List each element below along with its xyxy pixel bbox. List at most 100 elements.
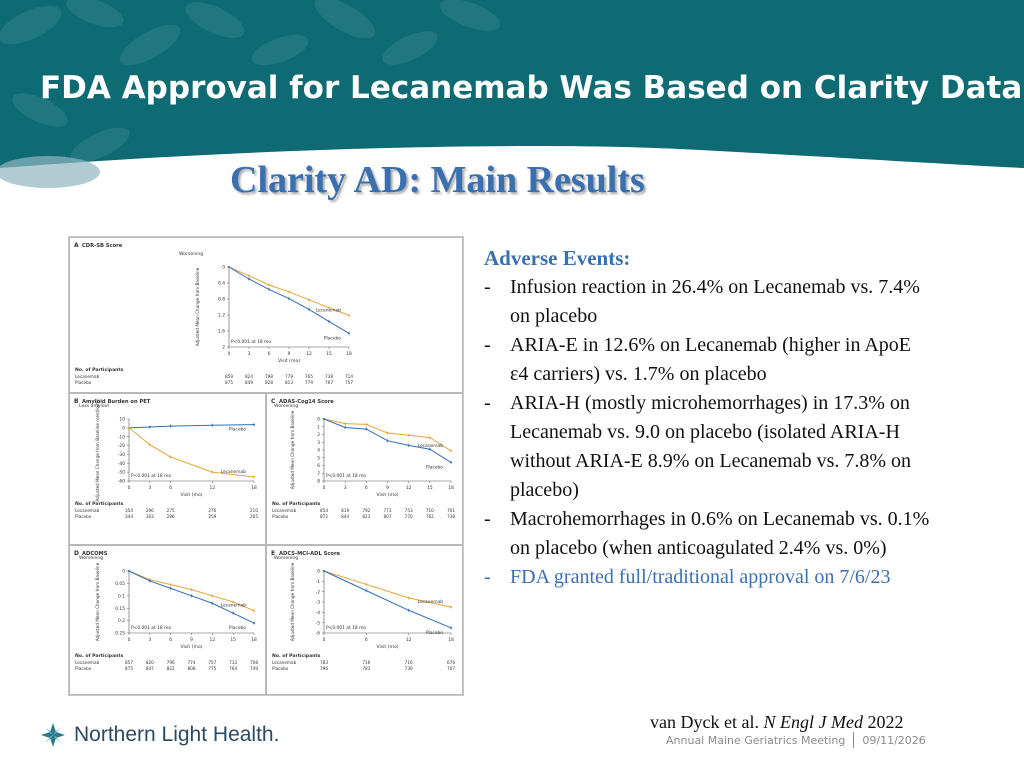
data-point-placebo xyxy=(323,418,325,420)
participants-row-name: Lecanemab xyxy=(75,374,100,379)
y-tick-label: 0 xyxy=(317,417,320,423)
participants-count: 716 xyxy=(362,660,370,665)
y-axis-label: Adjusted Mean Change from Baseline xyxy=(95,562,100,641)
y-tick-label: 0.2 xyxy=(118,618,125,624)
panel-title: ADCS-MCI-ADL Score xyxy=(279,551,341,557)
ae-item-text: ARIA-H (mostly microhemorrhages) in 17.3… xyxy=(510,392,912,501)
data-point-lecanemab xyxy=(128,426,130,429)
series-label-lecanemab: Lecanemab xyxy=(418,599,444,605)
bullet-dash: - xyxy=(484,334,491,356)
y-tick-label: -40 xyxy=(118,461,125,467)
y-tick-label: -3 xyxy=(316,600,321,606)
x-tick-label: 3 xyxy=(148,637,151,643)
y-tick-label: 0 xyxy=(122,425,125,431)
participants-count: 714 xyxy=(345,374,353,379)
y-tick-label: -6 xyxy=(316,631,321,637)
y-tick-label: -20 xyxy=(118,443,125,449)
participants-count: 770 xyxy=(405,514,413,519)
participants-count: 762 xyxy=(426,514,434,519)
p-value-annotation: P<0.001 at 18 mo xyxy=(326,625,366,631)
y-tick-label: 0.1 xyxy=(118,593,125,599)
x-tick-label: 6 xyxy=(169,637,172,643)
y-tick-label: -2 xyxy=(316,589,321,595)
x-tick-label: 0 xyxy=(228,351,231,357)
y-tick-label: 3 xyxy=(317,440,320,446)
footer-date: 09/11/2026 xyxy=(862,733,926,747)
participants-count: 757 xyxy=(345,380,353,385)
participants-count: 707 xyxy=(447,666,455,671)
footer-divider xyxy=(853,732,855,748)
x-tick-label: 18 xyxy=(346,351,352,357)
participants-row-name: Placebo xyxy=(272,666,289,671)
participants-row-name: Placebo xyxy=(75,380,92,385)
y-tick-label: 0.25 xyxy=(115,631,125,637)
y-tick-label: -1 xyxy=(316,579,321,585)
northern-light-logo: Northern Light Health. xyxy=(40,718,279,752)
y-tick-label: 1 xyxy=(317,424,320,430)
y-tick-label: 0.05 xyxy=(115,581,125,587)
y-tick-label: 0.15 xyxy=(115,606,125,612)
y-tick-label: -50 xyxy=(118,470,125,476)
x-axis-label: Visit (mo) xyxy=(376,644,398,650)
participants-count: 259 xyxy=(208,514,216,519)
y-tick-label: 4 xyxy=(317,448,320,454)
participants-count: 738 xyxy=(447,514,455,519)
panel-title: Amyloid Burden on PET xyxy=(82,399,151,405)
x-tick-label: 15 xyxy=(326,351,332,357)
x-tick-label: 18 xyxy=(251,637,257,643)
ae-item-aria-h: - ARIA-H (mostly microhemorrhages) in 17… xyxy=(484,389,934,505)
x-tick-label: 3 xyxy=(344,485,347,491)
y-tick-label: 7 xyxy=(317,471,320,477)
panel-letter: C xyxy=(271,398,276,405)
participants-label: No. of Participants xyxy=(75,501,124,507)
series-label-placebo: Placebo xyxy=(426,464,443,470)
panel-letter: D xyxy=(74,550,79,557)
bullet-dash: - xyxy=(484,508,491,530)
direction-label: Worsening xyxy=(179,251,203,257)
panel-frame xyxy=(69,237,463,393)
p-value-annotation: P<0.001 at 18 mo xyxy=(326,473,366,479)
x-axis-label: Visit (mo) xyxy=(278,358,300,364)
y-tick-label: -10 xyxy=(118,434,125,440)
participants-count: 296 xyxy=(146,508,154,513)
p-value-annotation: P<0.001 at 18 mo xyxy=(131,473,171,479)
participants-count: 771 xyxy=(384,508,392,513)
direction-label: Less amyloid xyxy=(79,403,109,409)
participants-count: 807 xyxy=(384,514,392,519)
participants-label: No. of Participants xyxy=(272,653,321,659)
panel-frame xyxy=(69,393,266,545)
participants-label: No. of Participants xyxy=(75,653,124,659)
series-label-placebo: Placebo xyxy=(229,427,246,433)
header-banner xyxy=(0,0,1024,200)
panel-letter: A xyxy=(74,242,79,249)
x-tick-label: 0 xyxy=(323,485,326,491)
x-tick-label: 0 xyxy=(323,637,326,643)
participants-count: 733 xyxy=(229,660,237,665)
ae-item-text: ARIA-E in 12.6% on Lecanemab (higher in … xyxy=(510,334,912,385)
participants-count: 783 xyxy=(320,660,328,665)
participants-count: 286 xyxy=(167,514,175,519)
x-tick-label: 6 xyxy=(365,485,368,491)
participants-count: 354 xyxy=(125,508,133,513)
participants-count: 775 xyxy=(208,666,216,671)
panel-title: CDR-SB Score xyxy=(82,243,123,249)
panel-letter: E xyxy=(271,550,275,557)
x-axis-label: Visit (mo) xyxy=(180,492,202,498)
results-figure: A CDR-SB Score Worsening 0 0.4 0.8 1.2 1.6 2 0 3 6 9… xyxy=(68,236,464,696)
participants-count: 859 xyxy=(225,374,233,379)
participants-count: 823 xyxy=(362,514,370,519)
participants-count: 276 xyxy=(208,508,216,513)
results-heading: Clarity AD: Main Results xyxy=(230,159,645,201)
x-tick-label: 6 xyxy=(268,351,271,357)
ae-item-text: FDA granted full/traditional approval on… xyxy=(510,566,891,588)
direction-label: Worsening xyxy=(274,555,298,561)
series-label-lecanemab: Lecanemab xyxy=(221,469,247,475)
participants-count: 767 xyxy=(325,380,333,385)
series-label-placebo: Placebo xyxy=(324,335,341,341)
bullet-dash: - xyxy=(484,392,491,414)
x-axis-label: Visit (mo) xyxy=(376,492,398,498)
participants-row-name: Lecanemab xyxy=(272,660,297,665)
y-tick-label: 6 xyxy=(317,463,320,469)
y-tick-label: -60 xyxy=(118,479,125,485)
